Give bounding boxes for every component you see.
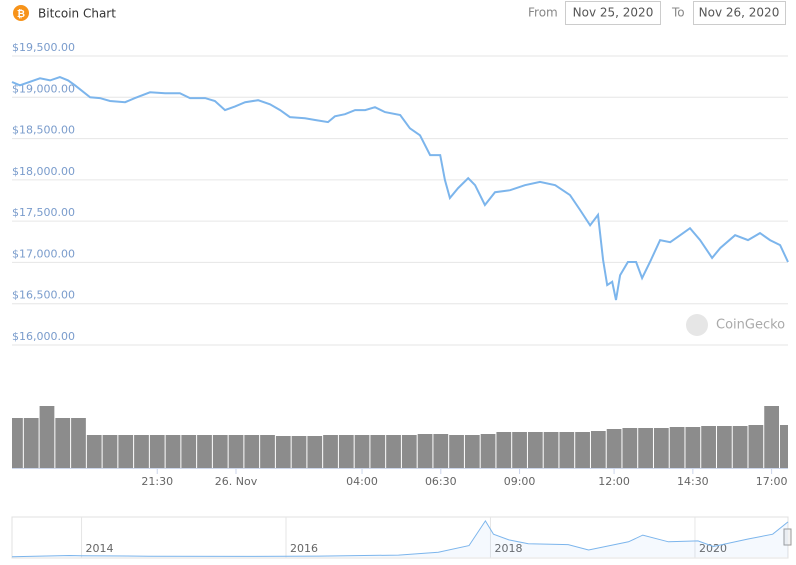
price-line [11, 76, 789, 301]
volume-bar [685, 427, 701, 468]
volume-bar [12, 418, 23, 468]
volume-bar [480, 434, 496, 468]
volume-bar [496, 432, 512, 468]
volume-bar [165, 435, 181, 468]
volume-bar [433, 434, 449, 468]
x-tick-label: 12:00 [598, 475, 630, 488]
volume-bar [622, 428, 638, 468]
volume-bar [386, 435, 401, 468]
volume-bar [606, 429, 622, 468]
x-tick-label: 26. Nov [215, 475, 258, 488]
volume-bar [449, 435, 464, 468]
navigator-area [12, 520, 788, 557]
volume-bar [71, 418, 86, 468]
volume-bar [39, 406, 55, 468]
volume-bar [55, 418, 71, 468]
to-input[interactable] [693, 1, 786, 25]
volume-bar [197, 435, 212, 468]
volume-bar [653, 428, 669, 468]
volume-bar [275, 436, 291, 468]
volume-bar [23, 418, 39, 468]
volume-bar [260, 435, 275, 468]
volume-bar [86, 435, 102, 468]
volume-bar [559, 432, 575, 468]
volume-bar [323, 435, 338, 468]
volume-bar [181, 435, 197, 468]
volume-bar [149, 435, 165, 468]
y-tick-label: $18,000.00 [12, 165, 75, 178]
navigator-handle[interactable] [783, 528, 792, 546]
y-tick-label: $19,000.00 [12, 82, 75, 95]
from-date[interactable]: Nov 25, 2020 [573, 6, 654, 20]
bitcoin-icon [13, 5, 29, 21]
from-input[interactable] [565, 1, 661, 25]
volume-bar [354, 435, 370, 468]
x-tick-label: 17:00 [756, 475, 788, 488]
y-tick-label: $19,500.00 [12, 41, 75, 54]
volume-bar [370, 435, 386, 468]
y-tick-label: $17,000.00 [12, 247, 75, 260]
volume-bar [638, 428, 653, 468]
navigator-tick-label: 2018 [494, 542, 522, 555]
volume-bar [228, 435, 244, 468]
volume-bar [716, 426, 732, 468]
x-tick-label: 04:00 [346, 475, 378, 488]
volume-bar [338, 435, 354, 468]
volume-bar [102, 435, 118, 468]
x-tick-label: 09:00 [504, 475, 536, 488]
bitcoin-icon-glyph: ₿ [17, 8, 25, 20]
volume-bar [669, 427, 685, 468]
to-date[interactable]: Nov 26, 2020 [699, 6, 780, 20]
navigator-tick-label: 2014 [86, 542, 114, 555]
volume-bar [575, 432, 590, 468]
y-tick-label: $16,500.00 [12, 289, 75, 302]
volume-bar [543, 432, 559, 468]
volume-bar [464, 435, 480, 468]
volume-bar [134, 435, 149, 468]
x-tick-label: 14:30 [677, 475, 709, 488]
from-label: From [528, 6, 558, 20]
volume-bar [291, 436, 307, 468]
chart-title: Bitcoin Chart [38, 7, 116, 21]
navigator-tick-label: 2016 [290, 542, 318, 555]
to-label: To [671, 6, 685, 20]
volume-bar [244, 435, 260, 468]
volume-bar [732, 426, 748, 468]
volume-bar [401, 435, 417, 468]
watermark-logo [686, 314, 708, 336]
volume-bar [748, 425, 764, 468]
volume-bar [417, 434, 433, 468]
volume-bar [512, 432, 527, 468]
watermark: CoinGecko [716, 318, 785, 333]
volume-bar [212, 435, 228, 468]
volume-bar [527, 432, 543, 468]
volume-bar [764, 406, 779, 468]
y-tick-label: $17,500.00 [12, 206, 75, 219]
y-tick-label: $16,000.00 [12, 330, 75, 343]
volume-bar [701, 426, 716, 468]
volume-bar [590, 431, 606, 468]
volume-bar [779, 425, 788, 468]
volume-bar [118, 435, 134, 468]
navigator-line [11, 519, 789, 558]
x-tick-label: 06:30 [425, 475, 457, 488]
x-tick-label: 21:30 [141, 475, 173, 488]
y-tick-label: $18,500.00 [12, 124, 75, 137]
volume-bar [307, 436, 323, 468]
